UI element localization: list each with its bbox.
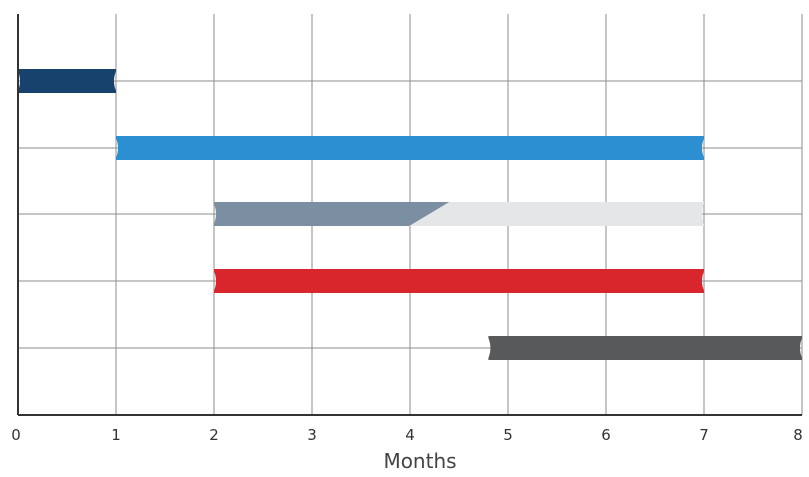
x-tick-label: 3 bbox=[307, 426, 317, 444]
task-bar-3 bbox=[214, 202, 704, 226]
task-bar-4 bbox=[214, 269, 704, 293]
task-bar-progress bbox=[214, 202, 450, 226]
x-tick-label: 7 bbox=[699, 426, 709, 444]
task-bar-5 bbox=[488, 336, 802, 360]
x-tick-label: 6 bbox=[601, 426, 611, 444]
x-tick-label: 1 bbox=[111, 426, 121, 444]
x-tick-label: 8 bbox=[793, 426, 803, 444]
task-bar-1 bbox=[18, 69, 116, 93]
x-tick-labels: 0 1 2 3 4 5 6 7 8 bbox=[11, 426, 803, 444]
x-tick-label: 2 bbox=[209, 426, 219, 444]
x-tick-label: 5 bbox=[503, 426, 513, 444]
task-bars bbox=[18, 69, 802, 360]
x-tick-label: 4 bbox=[405, 426, 415, 444]
axes bbox=[17, 14, 802, 416]
task-bar-2 bbox=[116, 136, 704, 160]
x-tick-label: 0 bbox=[11, 426, 21, 444]
x-axis-title: Months bbox=[383, 449, 456, 473]
